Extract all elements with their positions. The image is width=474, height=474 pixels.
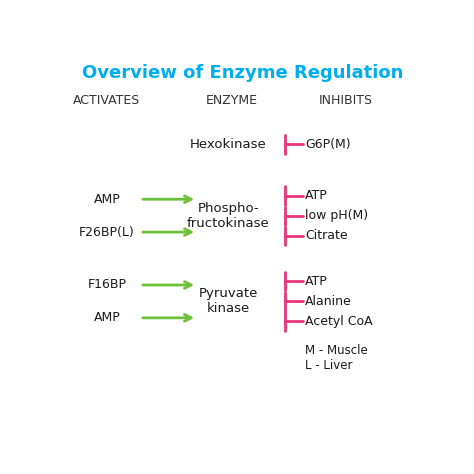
Text: Hexokinase: Hexokinase <box>190 138 266 151</box>
Text: M - Muscle
L - Liver: M - Muscle L - Liver <box>305 344 368 372</box>
Text: low pH(M): low pH(M) <box>305 209 368 222</box>
Text: Acetyl CoA: Acetyl CoA <box>305 315 373 328</box>
Text: INHIBITS: INHIBITS <box>319 94 373 107</box>
Text: F16BP: F16BP <box>88 279 127 292</box>
Text: G6P(M): G6P(M) <box>305 138 351 151</box>
Text: Citrate: Citrate <box>305 229 348 242</box>
Text: ATP: ATP <box>305 189 328 202</box>
Text: AMP: AMP <box>94 311 120 324</box>
Text: ATP: ATP <box>305 275 328 288</box>
Text: ACTIVATES: ACTIVATES <box>73 94 141 107</box>
Text: Pyruvate
kinase: Pyruvate kinase <box>199 287 258 315</box>
Text: Overview of Enzyme Regulation: Overview of Enzyme Regulation <box>82 64 404 82</box>
Text: AMP: AMP <box>94 193 120 206</box>
Text: Alanine: Alanine <box>305 295 352 308</box>
Text: Phospho-
fructokinase: Phospho- fructokinase <box>187 201 270 229</box>
Text: ENZYME: ENZYME <box>206 94 258 107</box>
Text: F26BP(L): F26BP(L) <box>79 226 135 238</box>
